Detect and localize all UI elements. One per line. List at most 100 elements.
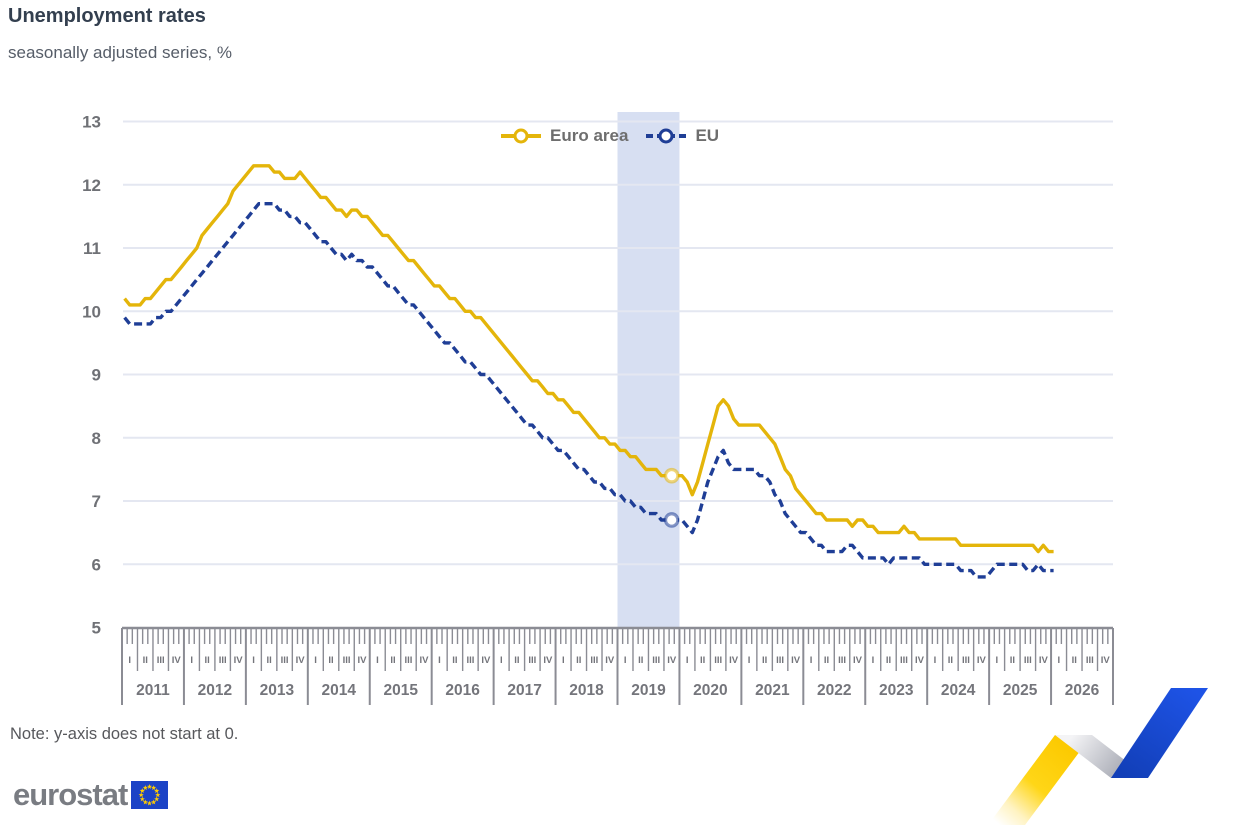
- svg-text:2026: 2026: [1065, 682, 1100, 699]
- svg-text:IV: IV: [419, 655, 429, 666]
- svg-text:IV: IV: [1039, 655, 1049, 666]
- svg-text:III: III: [405, 655, 413, 666]
- ribbon-yellow-segment: [988, 735, 1092, 825]
- series-line-euro-area: [123, 164, 1054, 554]
- svg-text:IV: IV: [853, 655, 863, 666]
- svg-text:I: I: [376, 655, 379, 666]
- svg-text:III: III: [714, 655, 722, 666]
- svg-text:I: I: [438, 655, 441, 666]
- page-title: Unemployment rates: [8, 5, 206, 27]
- ribbon-blue-segment: [1111, 688, 1208, 778]
- svg-text:8: 8: [92, 429, 101, 448]
- svg-text:IV: IV: [358, 655, 368, 666]
- svg-text:IV: IV: [915, 655, 925, 666]
- svg-text:2011: 2011: [136, 682, 170, 699]
- svg-text:IV: IV: [667, 655, 677, 666]
- svg-text:II: II: [886, 655, 891, 666]
- eurostat-logo-text: eurostat: [13, 777, 128, 812]
- svg-text:2014: 2014: [322, 682, 357, 699]
- svg-text:III: III: [528, 655, 536, 666]
- svg-text:2019: 2019: [631, 682, 666, 699]
- eurostat-logo: eurostat: [13, 777, 169, 812]
- svg-text:2017: 2017: [507, 682, 541, 699]
- svg-text:2023: 2023: [879, 682, 914, 699]
- svg-text:12: 12: [82, 176, 101, 195]
- svg-text:2022: 2022: [817, 682, 851, 699]
- svg-text:2013: 2013: [260, 682, 295, 699]
- svg-text:III: III: [652, 655, 660, 666]
- svg-text:III: III: [590, 655, 598, 666]
- svg-text:II: II: [452, 655, 457, 666]
- svg-text:III: III: [1086, 655, 1094, 666]
- svg-text:II: II: [143, 655, 148, 666]
- series-marker-euro-area: [663, 467, 680, 484]
- svg-text:7: 7: [92, 492, 101, 511]
- svg-text:II: II: [328, 655, 333, 666]
- svg-text:II: II: [514, 655, 519, 666]
- svg-text:IV: IV: [791, 655, 801, 666]
- svg-text:III: III: [219, 655, 227, 666]
- svg-text:2015: 2015: [383, 682, 418, 699]
- euro-area-line-swatch: [501, 128, 541, 144]
- svg-text:I: I: [314, 655, 317, 666]
- svg-text:11: 11: [83, 239, 101, 258]
- svg-text:III: III: [962, 655, 970, 666]
- svg-text:2016: 2016: [445, 682, 480, 699]
- highlight-band-2019: [617, 112, 680, 628]
- svg-text:IV: IV: [977, 655, 987, 666]
- svg-text:IV: IV: [234, 655, 244, 666]
- eurostat-ribbon-decoration: [988, 688, 1208, 825]
- svg-text:2012: 2012: [198, 682, 232, 699]
- svg-text:II: II: [638, 655, 643, 666]
- legend-item-eu[interactable]: EU: [646, 126, 719, 146]
- svg-text:IV: IV: [172, 655, 182, 666]
- svg-text:IV: IV: [296, 655, 306, 666]
- chart-legend: Euro area EU: [501, 126, 719, 146]
- svg-text:6: 6: [92, 555, 101, 574]
- eu-marker-icon: [658, 128, 674, 144]
- legend-label-eu: EU: [695, 126, 720, 145]
- svg-text:I: I: [748, 655, 751, 666]
- svg-text:IV: IV: [605, 655, 615, 666]
- svg-text:III: III: [343, 655, 351, 666]
- svg-text:I: I: [686, 655, 689, 666]
- svg-text:2025: 2025: [1003, 682, 1038, 699]
- svg-text:III: III: [466, 655, 474, 666]
- svg-text:I: I: [934, 655, 937, 666]
- svg-text:II: II: [576, 655, 581, 666]
- series-line-eu: [123, 202, 1054, 579]
- svg-text:II: II: [390, 655, 395, 666]
- svg-text:5: 5: [92, 619, 101, 638]
- svg-text:I: I: [810, 655, 813, 666]
- eu-flag-icon: [131, 781, 169, 809]
- svg-text:II: II: [762, 655, 767, 666]
- page-subtitle: seasonally adjusted series, %: [8, 43, 232, 62]
- svg-text:II: II: [205, 655, 210, 666]
- svg-text:2018: 2018: [569, 682, 604, 699]
- svg-text:III: III: [1024, 655, 1032, 666]
- legend-label-euro-area: Euro area: [550, 126, 629, 145]
- svg-text:II: II: [700, 655, 705, 666]
- svg-text:10: 10: [82, 302, 101, 321]
- svg-text:III: III: [281, 655, 289, 666]
- svg-text:II: II: [1010, 655, 1015, 666]
- svg-text:IV: IV: [481, 655, 491, 666]
- svg-text:2024: 2024: [941, 682, 976, 699]
- y-axis-labels: 5 6 7 8 9 10 11 12 13: [82, 113, 101, 638]
- svg-text:II: II: [948, 655, 953, 666]
- svg-text:I: I: [562, 655, 565, 666]
- eu-line-swatch: [646, 128, 687, 144]
- svg-text:I: I: [128, 655, 131, 666]
- svg-text:2021: 2021: [755, 682, 790, 699]
- svg-text:I: I: [996, 655, 999, 666]
- svg-text:I: I: [1057, 655, 1060, 666]
- legend-item-euro-area[interactable]: Euro area: [501, 126, 628, 146]
- svg-text:II: II: [1072, 655, 1077, 666]
- svg-text:III: III: [776, 655, 784, 666]
- svg-text:2020: 2020: [693, 682, 727, 699]
- svg-text:13: 13: [82, 113, 101, 132]
- chart-note: Note: y-axis does not start at 0.: [10, 725, 239, 743]
- svg-text:I: I: [190, 655, 193, 666]
